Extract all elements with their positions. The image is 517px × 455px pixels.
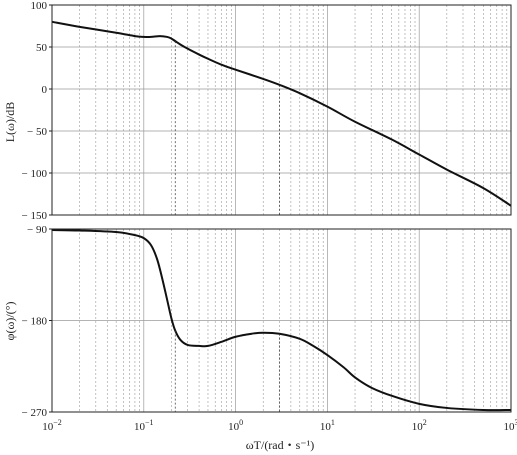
magnitude-y-tick-label: 0 — [42, 84, 48, 96]
magnitude-y-tick-label: − 50 — [27, 126, 47, 138]
x-tick-label: 100 — [228, 418, 243, 433]
phase-grid — [52, 229, 511, 412]
phase-y-axis-label: φ(ω)/(°) — [3, 302, 17, 341]
x-tick-label: 101 — [320, 418, 335, 433]
x-tick-label: 103 — [504, 418, 517, 433]
magnitude-panel: 100 50 0 − 50 − 100 − 150 — [22, 0, 512, 222]
x-tick-label: 10−1 — [134, 418, 154, 433]
phase-y-tick-label: − 270 — [22, 407, 48, 419]
magnitude-y-tick-label: 100 — [31, 0, 48, 12]
magnitude-y-axis-label: L(ω)/dB — [3, 102, 17, 143]
magnitude-grid — [52, 5, 511, 215]
magnitude-y-tick-label: − 150 — [22, 210, 48, 222]
phase-series-line — [51, 229, 512, 412]
x-tick-label: 10−2 — [42, 418, 62, 433]
magnitude-frame — [51, 4, 512, 216]
x-axis-label: ωT/(rad・s⁻¹) — [246, 438, 314, 452]
magnitude-y-tick-label: 50 — [36, 42, 48, 54]
magnitude-y-tick-label: − 100 — [22, 168, 48, 180]
phase-y-tick-label: − 90 — [27, 224, 47, 236]
phase-y-tick-label: − 180 — [22, 316, 48, 328]
x-tick-label: 102 — [412, 418, 427, 433]
magnitude-series-line — [51, 20, 512, 207]
